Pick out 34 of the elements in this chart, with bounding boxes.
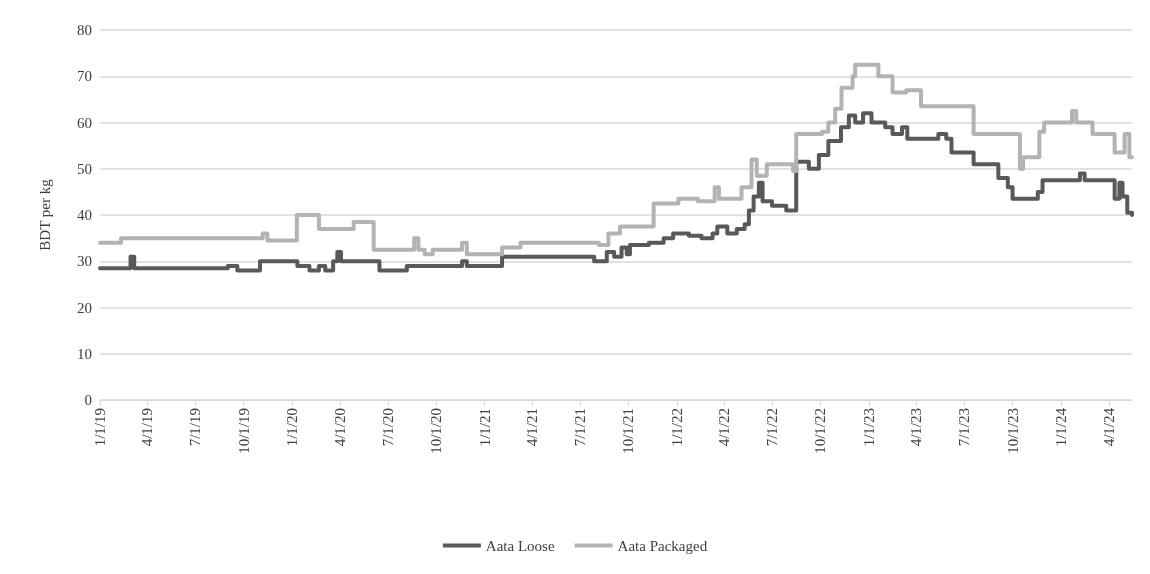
x-tick-label: 7/1/20 bbox=[379, 408, 396, 447]
y-tick-label: 50 bbox=[77, 160, 92, 177]
y-axis-title: BDT per kg bbox=[36, 178, 53, 251]
y-tick-label: 20 bbox=[77, 299, 92, 316]
x-tick-label: 4/1/20 bbox=[331, 408, 348, 447]
y-tick-label: 30 bbox=[77, 253, 92, 270]
x-tick-label: 4/1/22 bbox=[716, 408, 733, 447]
x-tick-label: 10/1/19 bbox=[235, 408, 252, 454]
y-tick-label: 70 bbox=[77, 68, 92, 85]
x-tick-label: 7/1/21 bbox=[571, 408, 588, 447]
x-tick-label: 1/1/21 bbox=[476, 408, 493, 447]
y-tick-label: 40 bbox=[77, 207, 92, 223]
y-tick-label: 10 bbox=[77, 345, 92, 362]
x-tick-label: 4/1/24 bbox=[1100, 407, 1117, 447]
x-tick-label: 10/1/20 bbox=[428, 408, 445, 454]
x-tick-label: 7/1/23 bbox=[956, 408, 973, 447]
y-tick-label: 80 bbox=[77, 22, 92, 38]
x-tick-label: 10/1/23 bbox=[1004, 408, 1021, 454]
x-tick-label: 4/1/23 bbox=[908, 408, 925, 447]
x-tick-label: 1/1/19 bbox=[92, 408, 108, 447]
x-tick-label: 4/1/19 bbox=[139, 408, 156, 447]
x-tick-label: 1/1/24 bbox=[1052, 407, 1069, 447]
x-tick-label: 4/1/21 bbox=[524, 408, 541, 447]
x-tick-label: 10/1/21 bbox=[620, 408, 637, 454]
x-tick-label: 10/1/22 bbox=[812, 408, 829, 454]
x-tick-label: 7/1/22 bbox=[764, 408, 781, 447]
y-tick-label: 60 bbox=[77, 114, 92, 131]
y-tick-label: 0 bbox=[84, 392, 92, 408]
x-tick-label: 7/1/19 bbox=[187, 408, 204, 447]
x-tick-label: 1/1/20 bbox=[284, 408, 301, 447]
legend-label: Aata Loose bbox=[485, 537, 555, 554]
x-tick-label: 1/1/22 bbox=[668, 408, 685, 447]
legend-label: Aata Packaged bbox=[617, 537, 708, 554]
x-tick-label: 1/1/23 bbox=[860, 408, 877, 447]
